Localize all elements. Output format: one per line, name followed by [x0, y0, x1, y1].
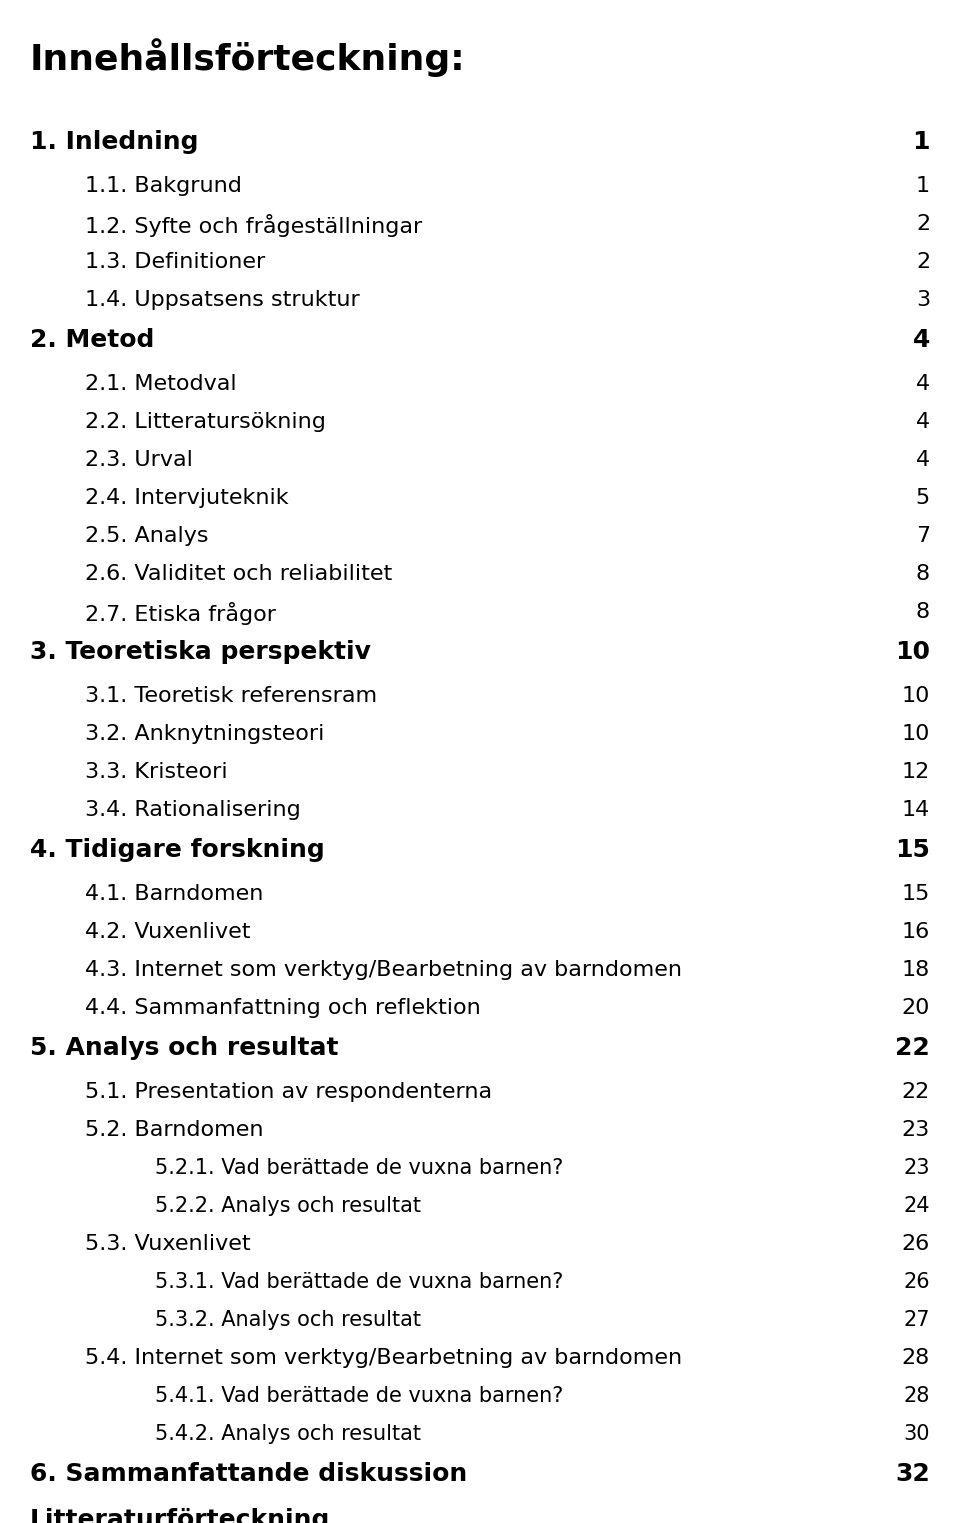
Text: 4.1. Barndomen: 4.1. Barndomen — [85, 883, 263, 905]
Text: 26: 26 — [901, 1234, 930, 1253]
Text: 8: 8 — [916, 602, 930, 621]
Text: 2.5. Analys: 2.5. Analys — [85, 525, 208, 547]
Text: 4: 4 — [916, 413, 930, 433]
Text: 5.3. Vuxenlivet: 5.3. Vuxenlivet — [85, 1234, 251, 1253]
Text: 1.1. Bakgrund: 1.1. Bakgrund — [85, 177, 242, 196]
Text: 1. Inledning: 1. Inledning — [30, 129, 199, 154]
Text: 1.2. Syfte och frågeställningar: 1.2. Syfte och frågeställningar — [85, 215, 422, 238]
Text: 5.1. Presentation av respondenterna: 5.1. Presentation av respondenterna — [85, 1081, 492, 1103]
Text: 23: 23 — [901, 1119, 930, 1141]
Text: 5: 5 — [916, 487, 930, 509]
Text: 5.4.1. Vad berättade de vuxna barnen?: 5.4.1. Vad berättade de vuxna barnen? — [155, 1386, 564, 1406]
Text: 5.3.2. Analys och resultat: 5.3.2. Analys och resultat — [155, 1310, 421, 1330]
Text: 5.2. Barndomen: 5.2. Barndomen — [85, 1119, 263, 1141]
Text: 4: 4 — [916, 449, 930, 471]
Text: 32: 32 — [896, 1462, 930, 1486]
Text: 5.3.1. Vad berättade de vuxna barnen?: 5.3.1. Vad berättade de vuxna barnen? — [155, 1272, 564, 1292]
Text: 2: 2 — [916, 251, 930, 273]
Text: 10: 10 — [895, 640, 930, 664]
Text: 5.2.1. Vad berättade de vuxna barnen?: 5.2.1. Vad berättade de vuxna barnen? — [155, 1157, 564, 1177]
Text: 3.2. Anknytningsteori: 3.2. Anknytningsteori — [85, 723, 324, 745]
Text: 23: 23 — [903, 1157, 930, 1177]
Text: 2.3. Urval: 2.3. Urval — [85, 449, 193, 471]
Text: Innehållsförteckning:: Innehållsförteckning: — [30, 38, 466, 76]
Text: 3.4. Rationalisering: 3.4. Rationalisering — [85, 800, 300, 819]
Text: 24: 24 — [903, 1196, 930, 1215]
Text: 22: 22 — [896, 1036, 930, 1060]
Text: 3. Teoretiska perspektiv: 3. Teoretiska perspektiv — [30, 640, 371, 664]
Text: 4.3. Internet som verktyg/Bearbetning av barndomen: 4.3. Internet som verktyg/Bearbetning av… — [85, 959, 682, 979]
Text: 16: 16 — [901, 921, 930, 943]
Text: 3.1. Teoretisk referensram: 3.1. Teoretisk referensram — [85, 685, 377, 707]
Text: 4: 4 — [916, 375, 930, 394]
Text: 4: 4 — [913, 327, 930, 352]
Text: 5.4.2. Analys och resultat: 5.4.2. Analys och resultat — [155, 1424, 421, 1444]
Text: 2: 2 — [916, 215, 930, 235]
Text: 2.4. Intervjuteknik: 2.4. Intervjuteknik — [85, 487, 289, 509]
Text: 26: 26 — [903, 1272, 930, 1292]
Text: 10: 10 — [901, 723, 930, 745]
Text: Litteraturförteckning: Litteraturförteckning — [30, 1508, 330, 1523]
Text: 22: 22 — [901, 1081, 930, 1103]
Text: 2.6. Validitet och reliabilitet: 2.6. Validitet och reliabilitet — [85, 564, 393, 583]
Text: 10: 10 — [901, 685, 930, 707]
Text: 7: 7 — [916, 525, 930, 547]
Text: 27: 27 — [903, 1310, 930, 1330]
Text: 2. Metod: 2. Metod — [30, 327, 155, 352]
Text: 4. Tidigare forskning: 4. Tidigare forskning — [30, 838, 324, 862]
Text: 2.7. Etiska frågor: 2.7. Etiska frågor — [85, 602, 276, 624]
Text: 28: 28 — [903, 1386, 930, 1406]
Text: 8: 8 — [916, 564, 930, 583]
Text: 5.4. Internet som verktyg/Bearbetning av barndomen: 5.4. Internet som verktyg/Bearbetning av… — [85, 1348, 683, 1368]
Text: 5. Analys och resultat: 5. Analys och resultat — [30, 1036, 339, 1060]
Text: 4.4. Sammanfattning och reflektion: 4.4. Sammanfattning och reflektion — [85, 998, 481, 1017]
Text: 4.2. Vuxenlivet: 4.2. Vuxenlivet — [85, 921, 251, 943]
Text: 12: 12 — [901, 762, 930, 781]
Text: 15: 15 — [895, 838, 930, 862]
Text: 5.2.2. Analys och resultat: 5.2.2. Analys och resultat — [155, 1196, 421, 1215]
Text: 1: 1 — [913, 129, 930, 154]
Text: 2.2. Litteratursökning: 2.2. Litteratursökning — [85, 413, 325, 433]
Text: 6. Sammanfattande diskussion: 6. Sammanfattande diskussion — [30, 1462, 468, 1486]
Text: 2.1. Metodval: 2.1. Metodval — [85, 375, 236, 394]
Text: 1.4. Uppsatsens struktur: 1.4. Uppsatsens struktur — [85, 289, 360, 311]
Text: 14: 14 — [901, 800, 930, 819]
Text: 15: 15 — [901, 883, 930, 905]
Text: 28: 28 — [901, 1348, 930, 1368]
Text: 1: 1 — [916, 177, 930, 196]
Text: 18: 18 — [901, 959, 930, 979]
Text: 3.3. Kristeori: 3.3. Kristeori — [85, 762, 228, 781]
Text: 1.3. Definitioner: 1.3. Definitioner — [85, 251, 265, 273]
Text: 20: 20 — [901, 998, 930, 1017]
Text: 3: 3 — [916, 289, 930, 311]
Text: 30: 30 — [903, 1424, 930, 1444]
